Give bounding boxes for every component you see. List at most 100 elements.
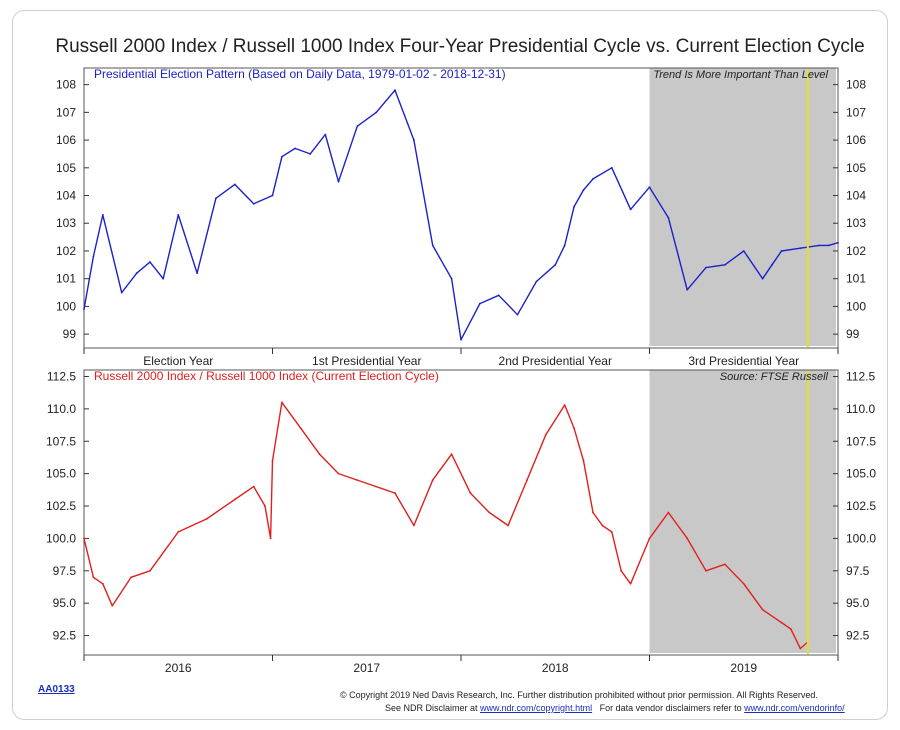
y-tick-label-left: 103 (56, 216, 76, 230)
data-point (271, 194, 274, 197)
y-tick-label-right: 99 (846, 327, 860, 341)
data-point (177, 214, 180, 216)
vendor-info-link[interactable]: www.ndr.com/vendorinfo/ (744, 703, 845, 713)
y-tick-label-right: 110.0 (846, 402, 875, 416)
x-category-label: 2nd Presidential Year (499, 354, 612, 368)
data-point (356, 125, 359, 128)
data-point (573, 427, 575, 430)
data-point (648, 537, 651, 540)
y-tick-label-right: 108 (846, 78, 866, 92)
data-point (337, 180, 340, 183)
y-tick-label-right: 105 (846, 161, 866, 175)
data-point (554, 263, 557, 266)
disclaimer-line: See NDR Disclaimer at www.ndr.com/copyri… (385, 703, 845, 713)
data-point (705, 266, 707, 269)
data-point (252, 485, 255, 488)
y-tick-label-right: 107.5 (846, 434, 876, 448)
data-point (130, 576, 133, 579)
data-point (799, 647, 802, 650)
data-point (761, 608, 764, 611)
series-title: Presidential Election Pattern (Based on … (94, 67, 506, 81)
data-point (412, 139, 415, 141)
data-point (337, 472, 340, 475)
data-point (83, 308, 85, 311)
y-tick-label-left: 97.5 (53, 564, 77, 578)
y-tick-label-left: 102.5 (46, 499, 76, 513)
shaded-region (649, 68, 836, 346)
y-tick-label-left: 92.5 (53, 629, 77, 643)
data-point (629, 582, 632, 585)
chart-code-link[interactable]: AA0133 (38, 684, 75, 695)
data-point (799, 247, 802, 250)
y-tick-label-left: 106 (56, 133, 76, 147)
data-point (318, 453, 321, 456)
data-point (111, 604, 114, 607)
chart-title: Russell 2000 Index / Russell 1000 Index … (55, 36, 865, 57)
y-tick-label-right: 100.0 (846, 531, 876, 545)
data-point (497, 294, 500, 297)
y-tick-label-left: 100 (56, 299, 76, 313)
y-tick-label-right: 92.5 (846, 629, 870, 643)
y-tick-label-left: 101 (56, 272, 76, 286)
y-tick-label-left: 105 (56, 161, 76, 175)
data-point (92, 255, 95, 258)
data-point (667, 511, 670, 514)
y-tick-label-right: 102.5 (846, 499, 876, 513)
disclaimer-prefix: See NDR Disclaimer at (385, 703, 481, 713)
data-point (149, 261, 151, 263)
copyright-link[interactable]: www.ndr.com/copyright.html (480, 703, 593, 713)
data-point (771, 263, 773, 266)
data-point (837, 241, 839, 244)
data-point (488, 511, 491, 514)
data-point (83, 537, 85, 540)
data-point (394, 492, 396, 494)
data-point (620, 569, 623, 572)
data-point (299, 427, 302, 430)
data-point (563, 404, 566, 406)
data-point (252, 202, 255, 205)
data-point (271, 459, 274, 462)
data-point (460, 338, 462, 341)
data-point (705, 569, 707, 572)
data-point (516, 313, 519, 316)
y-tick-label-left: 108 (56, 78, 76, 92)
y-tick-label-left: 107.5 (46, 434, 76, 448)
data-point (667, 216, 670, 219)
trend-annotation: Trend Is More Important Than Level (653, 69, 828, 81)
y-tick-label-left: 100.0 (46, 531, 76, 545)
data-point (431, 244, 434, 247)
data-point (742, 582, 745, 585)
data-point (573, 205, 575, 208)
data-point (92, 576, 95, 579)
y-tick-label-right: 107 (846, 105, 866, 119)
y-tick-label-left: 107 (56, 105, 76, 119)
data-point (742, 250, 745, 252)
data-point (582, 189, 585, 191)
y-tick-label-right: 103 (846, 216, 866, 230)
x-category-label: 2016 (165, 661, 192, 675)
data-point (120, 291, 123, 294)
y-tick-label-left: 104 (56, 189, 76, 203)
data-point (780, 250, 783, 252)
data-point (162, 277, 165, 280)
x-category-label: 2019 (730, 661, 757, 675)
data-point (592, 177, 594, 180)
y-tick-label-right: 106 (846, 133, 866, 147)
x-category-label: 1st Presidential Year (312, 354, 421, 368)
y-tick-label-left: 112.5 (47, 369, 76, 383)
data-point (375, 485, 378, 488)
data-point (610, 166, 613, 169)
y-tick-label-left: 99 (63, 327, 77, 341)
data-point (431, 479, 434, 482)
data-point (724, 263, 726, 266)
y-tick-label-right: 105.0 (846, 467, 876, 481)
data-point (563, 244, 566, 247)
data-point (101, 582, 104, 585)
y-tick-label-right: 97.5 (846, 564, 870, 578)
data-point (196, 272, 199, 275)
series-title: Russell 2000 Index / Russell 1000 Index … (94, 369, 439, 383)
data-point (233, 498, 236, 501)
y-tick-label-right: 100 (846, 299, 866, 313)
data-point (450, 453, 453, 456)
